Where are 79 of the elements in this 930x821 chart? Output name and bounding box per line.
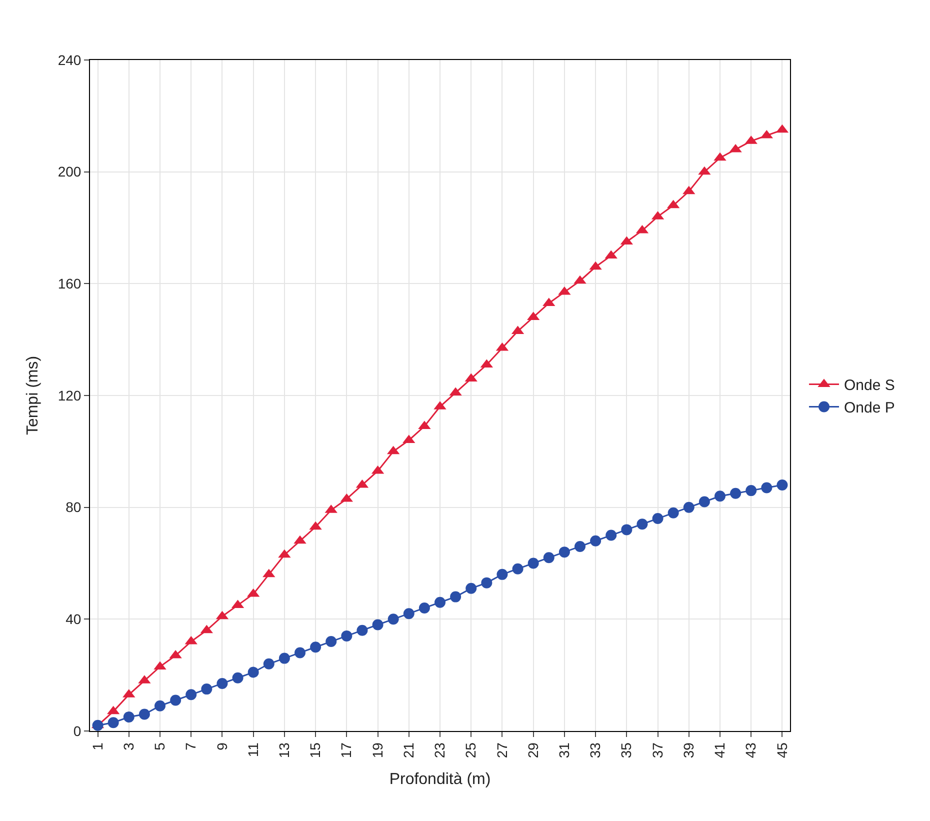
- point: [466, 582, 477, 594]
- x-tick-label: 43: [742, 742, 759, 758]
- x-tick-label: 11: [244, 742, 261, 758]
- point: [388, 614, 399, 625]
- x-tick-label: 27: [494, 742, 510, 758]
- x-tick-label: 21: [400, 742, 416, 758]
- y-tick-label: 160: [58, 276, 82, 292]
- point: [278, 652, 290, 664]
- y-tick-label: 0: [73, 722, 82, 739]
- point: [341, 630, 352, 642]
- x-tick-label: 7: [182, 742, 199, 750]
- point: [558, 546, 570, 558]
- point: [574, 540, 586, 552]
- point: [668, 507, 679, 518]
- point: [201, 684, 212, 695]
- point: [108, 717, 119, 728]
- x-tick-label: 19: [369, 742, 386, 758]
- point: [512, 563, 524, 574]
- point: [356, 624, 368, 636]
- y-axis-title: Tempi (ms): [24, 356, 42, 436]
- x-tick-label: 9: [214, 742, 230, 750]
- point: [698, 496, 710, 508]
- point: [714, 490, 726, 502]
- point: [310, 642, 322, 653]
- x-tick-label: 41: [712, 742, 728, 758]
- point: [481, 577, 492, 588]
- point: [543, 552, 554, 564]
- point: [652, 513, 664, 524]
- point: [776, 479, 788, 490]
- point: [294, 647, 306, 658]
- point: [761, 482, 772, 494]
- point: [92, 720, 104, 731]
- x-tick-label: 23: [432, 742, 448, 758]
- y-tick-label: 80: [66, 499, 82, 516]
- x-tick-label: 5: [152, 742, 168, 750]
- y-tick-label: 120: [58, 387, 82, 404]
- point: [248, 666, 259, 678]
- x-tick-label: 25: [462, 742, 479, 758]
- x-tick-label: 3: [120, 742, 136, 750]
- point: [403, 608, 414, 620]
- point: [418, 602, 430, 614]
- y-tick-label: 40: [66, 611, 82, 628]
- point: [683, 502, 694, 513]
- x-axis-title: Profondità (m): [389, 770, 491, 788]
- point: [528, 558, 539, 569]
- point: [730, 488, 742, 499]
- y-tick-label: 200: [58, 164, 82, 180]
- x-tick-label: 37: [649, 742, 666, 758]
- x-tick-label: 35: [618, 742, 634, 758]
- y-tick-label: 240: [58, 52, 82, 68]
- point: [216, 678, 228, 689]
- x-tick-label: 1: [89, 742, 106, 750]
- point: [621, 524, 632, 536]
- x-tick-label: 33: [587, 742, 604, 758]
- point: [186, 689, 197, 700]
- point: [170, 694, 182, 706]
- point: [450, 591, 462, 602]
- point: [434, 596, 446, 608]
- point: [746, 485, 757, 496]
- point: [590, 535, 602, 546]
- x-tick-label: 17: [338, 742, 354, 758]
- point: [326, 636, 337, 648]
- point: [372, 619, 384, 630]
- x-tick-label: 29: [524, 742, 541, 758]
- point: [263, 658, 274, 670]
- legend-label: Onde S: [844, 377, 895, 394]
- x-tick-label: 45: [774, 742, 790, 758]
- point: [232, 672, 244, 684]
- point: [606, 530, 617, 541]
- point: [636, 518, 648, 530]
- x-tick-label: 13: [276, 742, 292, 758]
- x-tick-label: 15: [307, 742, 324, 758]
- point: [496, 568, 508, 580]
- point: [138, 708, 150, 720]
- point: [154, 700, 166, 712]
- point: [123, 712, 134, 723]
- x-tick-label: 39: [680, 742, 696, 758]
- x-tick-label: 31: [556, 742, 572, 758]
- legend-label: Onde P: [844, 400, 895, 417]
